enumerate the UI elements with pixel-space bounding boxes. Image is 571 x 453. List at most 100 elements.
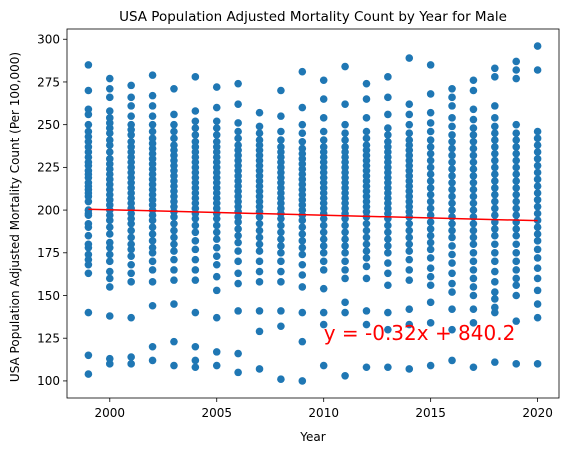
data-point [127,269,135,278]
data-point [405,129,414,138]
data-point [341,143,349,151]
data-point [426,61,435,69]
data-point [426,254,435,262]
data-point [362,320,371,329]
data-point [448,325,456,334]
data-point [362,114,371,122]
scatter-points [84,42,542,385]
data-point [319,242,328,250]
data-point [255,226,264,235]
data-point [426,108,435,117]
data-point [469,178,478,187]
y-tick-label: 300 [37,33,60,47]
data-point [277,235,285,243]
data-point [191,107,200,115]
data-point [384,110,392,119]
data-point [469,274,478,283]
data-point [170,110,178,119]
data-point [491,288,499,296]
data-point [469,115,478,124]
data-point [426,127,435,136]
data-point [469,105,478,114]
data-point [405,233,414,242]
data-point [170,226,178,235]
data-point [191,363,200,372]
data-point [105,283,114,291]
data-point [384,259,392,267]
data-point [512,156,521,165]
data-point [384,93,392,102]
data-point [533,237,542,245]
data-point [148,237,157,245]
data-point [127,226,135,235]
data-point [491,204,499,213]
data-point [362,127,371,136]
data-point [405,120,414,129]
data-point [491,129,499,138]
data-point [191,356,200,365]
data-point [341,62,349,71]
data-point [212,83,221,91]
data-point [191,237,200,245]
data-point [170,276,178,284]
data-point [448,279,456,288]
data-point [533,286,542,295]
y-tick-label: 175 [37,246,60,260]
data-point [491,257,499,266]
data-point [298,243,307,252]
data-point [469,266,478,274]
data-point [512,129,521,138]
data-point [405,54,414,62]
data-point [341,129,349,138]
data-point [491,248,499,257]
data-point [191,117,200,126]
data-point [170,141,178,149]
data-point [341,136,349,144]
data-point [84,219,93,228]
data-point [469,76,478,85]
data-point [491,197,499,206]
data-point [491,190,499,199]
y-tick-label: 125 [37,332,60,346]
data-point [448,172,456,180]
data-point [191,124,200,132]
data-point [426,197,435,206]
data-point [491,114,499,122]
data-point [127,93,135,102]
data-point [512,204,521,213]
data-point [384,235,392,243]
data-point [384,269,392,278]
data-point [469,158,478,167]
y-tick-label: 225 [37,161,60,175]
data-point [512,291,521,300]
data-point [491,231,499,240]
data-point [277,127,285,136]
data-point [212,272,221,281]
data-point [491,295,499,303]
data-point [491,240,499,249]
data-point [127,252,135,261]
data-point [512,170,521,179]
data-point [426,184,435,192]
data-point [533,175,542,184]
data-point [255,307,264,315]
data-point [148,120,157,129]
data-point [212,117,221,126]
data-point [212,252,221,261]
y-tick-label: 100 [37,374,60,388]
data-point [84,231,93,240]
data-point [491,358,499,366]
data-point [298,237,307,245]
data-point [148,342,157,351]
data-point [384,308,392,317]
data-point [405,136,414,144]
data-point [384,73,392,81]
data-point [448,219,456,228]
data-point [384,363,392,372]
data-point [533,182,542,190]
data-point [448,131,456,139]
data-point [533,127,542,136]
data-point [255,267,264,276]
data-point [84,269,93,278]
data-point [298,337,307,346]
